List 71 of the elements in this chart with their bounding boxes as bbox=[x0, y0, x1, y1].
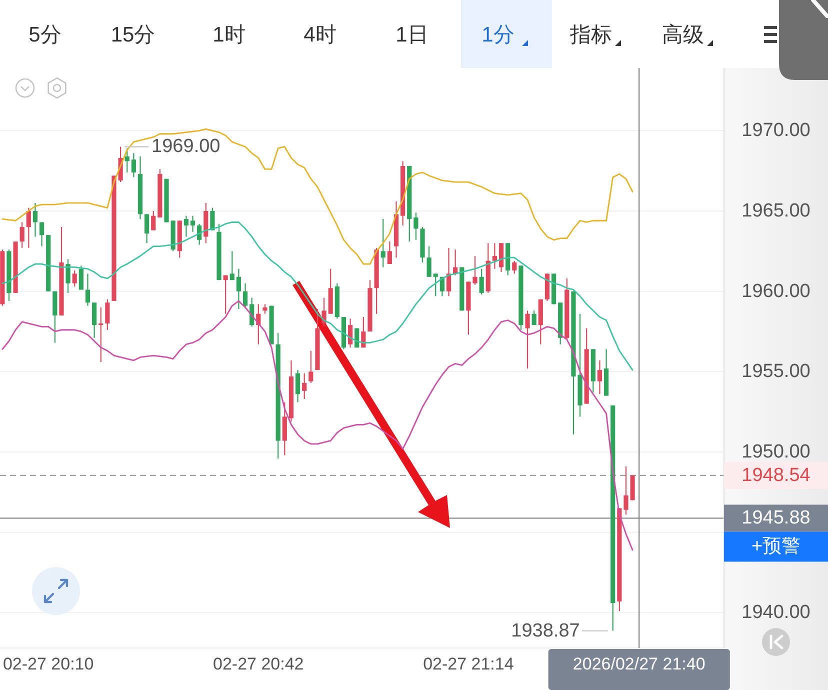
text: 指标 bbox=[569, 24, 612, 46]
candlestick bbox=[433, 273, 438, 297]
x-tick-label: 02-27 20:42 bbox=[213, 654, 304, 674]
candlestick bbox=[348, 318, 353, 348]
candlestick bbox=[78, 265, 84, 290]
candlestick bbox=[39, 222, 44, 247]
candlestick bbox=[532, 310, 536, 326]
line-series bbox=[2, 300, 634, 551]
candlestick bbox=[492, 242, 497, 270]
text: 1时 bbox=[212, 24, 246, 46]
candlestick bbox=[230, 250, 234, 281]
candlestick bbox=[223, 274, 228, 314]
y-tick-label: 1960.00 bbox=[742, 280, 810, 302]
candlestick bbox=[72, 270, 77, 288]
x-tick-label: 02-27 20:10 bbox=[2, 654, 94, 674]
candlestick bbox=[512, 260, 517, 274]
candlestick bbox=[525, 310, 530, 369]
candlestick bbox=[151, 210, 156, 231]
candlestick bbox=[387, 240, 392, 265]
y-tick-label: 1970.00 bbox=[742, 120, 810, 142]
alert-button: +预警 bbox=[724, 532, 828, 562]
candlestick bbox=[597, 360, 602, 395]
candlestick bbox=[308, 350, 314, 384]
annotation: 1969.00 bbox=[152, 136, 220, 158]
candlestick bbox=[426, 246, 432, 278]
candlestick bbox=[32, 202, 38, 238]
line-series bbox=[2, 128, 634, 265]
text: 高级 bbox=[662, 24, 704, 46]
y-tick-label: 1965.00 bbox=[742, 200, 810, 222]
candlestick bbox=[295, 370, 300, 403]
candlestick bbox=[98, 306, 104, 363]
ref-line-label: 1948.54 bbox=[742, 464, 811, 486]
text: 15分 bbox=[110, 24, 156, 46]
candlestick bbox=[184, 215, 188, 238]
candlestick bbox=[20, 222, 24, 248]
price-tag: 1948.54 bbox=[724, 462, 828, 489]
x-tick-label: 02-27 21:14 bbox=[423, 654, 514, 674]
candlestick bbox=[446, 247, 452, 297]
candlestick bbox=[144, 214, 150, 244]
candlestick bbox=[414, 212, 418, 240]
candlestick bbox=[479, 268, 484, 296]
candlestick bbox=[66, 258, 70, 294]
text: 1分 bbox=[482, 24, 514, 46]
candlestick bbox=[380, 218, 386, 268]
candlestick bbox=[262, 304, 268, 314]
crosshair-tag: 1945.88 bbox=[724, 504, 828, 532]
annotation: 1938.87 bbox=[511, 620, 580, 642]
y-tick-label: 1955.00 bbox=[742, 361, 810, 382]
candlestick bbox=[105, 298, 110, 330]
candlestick bbox=[85, 273, 90, 306]
candlestick bbox=[242, 282, 248, 308]
line-series bbox=[2, 222, 634, 371]
candlestick bbox=[302, 372, 307, 400]
candlestick bbox=[92, 302, 97, 338]
candlestick bbox=[131, 152, 136, 178]
ref-line-label: 1945.88 bbox=[742, 508, 810, 529]
text: 4时 bbox=[304, 24, 336, 46]
text: 1日 bbox=[396, 24, 428, 46]
text: 5分 bbox=[28, 24, 62, 46]
candlestick bbox=[26, 207, 31, 248]
candlestick bbox=[322, 297, 326, 328]
crosshair-tag: 2026/02/27 21:40 bbox=[548, 649, 730, 690]
candlestick bbox=[236, 268, 242, 310]
candlestick bbox=[472, 255, 478, 286]
candlestick bbox=[453, 249, 458, 276]
y-tick-label: 1950.00 bbox=[742, 441, 810, 462]
candlestick bbox=[124, 148, 130, 173]
ref-line-label: 2026/02/27 21:40 bbox=[572, 654, 706, 674]
candlestick bbox=[190, 215, 196, 232]
candlestick bbox=[210, 207, 215, 231]
y-tick-label: 1940.00 bbox=[742, 602, 810, 624]
